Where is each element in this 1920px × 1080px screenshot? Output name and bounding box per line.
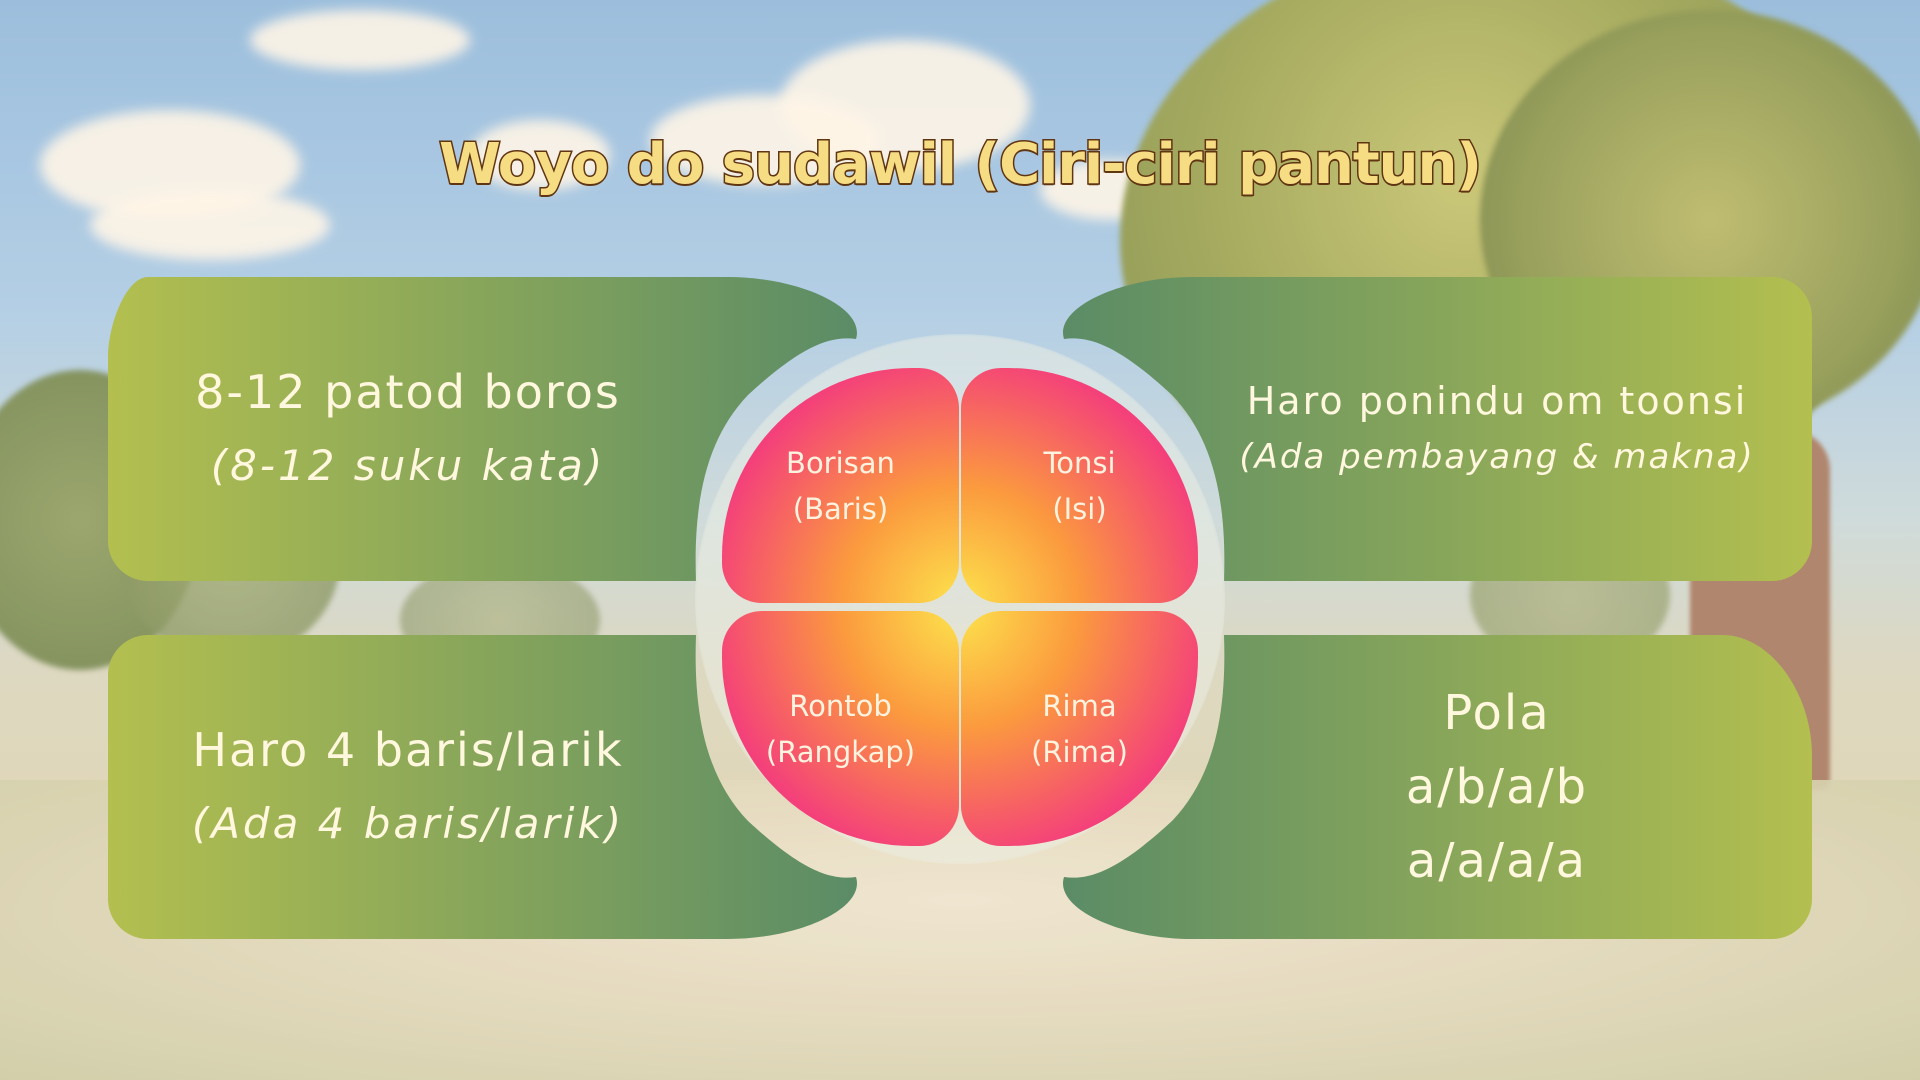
pattern-title: Pola bbox=[1443, 685, 1551, 741]
petal-sublabel: (Rangkap) bbox=[765, 734, 916, 769]
leaf-panel-lines: Haro 4 baris/larik (Ada 4 baris/larik) bbox=[108, 635, 858, 939]
leaf-main-text: Haro ponindu om toonsi bbox=[1246, 379, 1748, 423]
leaf-text: Haro ponindu om toonsi (Ada pembayang & … bbox=[1212, 277, 1782, 581]
petal-label: Rontob bbox=[789, 688, 892, 723]
leaf-shape bbox=[108, 277, 857, 581]
petal-sublabel: (Rima) bbox=[1031, 734, 1128, 769]
leaf-main-text: 8-12 patod boros bbox=[195, 365, 621, 419]
leaf-panel-meaning: Haro ponindu om toonsi (Ada pembayang & … bbox=[1062, 277, 1812, 581]
petal-borisan: Borisan (Baris) bbox=[722, 368, 959, 603]
leaf-shape bbox=[1063, 277, 1812, 581]
pattern-line-1: a/b/a/b bbox=[1405, 759, 1589, 815]
leaf-shape bbox=[108, 635, 857, 939]
leaf-sub-text: (8-12 suku kata) bbox=[210, 441, 606, 490]
pattern-line-2: a/a/a/a bbox=[1406, 833, 1588, 889]
leaf-main-text: Haro 4 baris/larik bbox=[192, 723, 624, 777]
leaf-text: Pola a/b/a/b a/a/a/a bbox=[1212, 635, 1782, 939]
leaf-sub-text: (Ada pembayang & makna) bbox=[1239, 437, 1755, 477]
leaf-panel-syllables: 8-12 patod boros (8-12 suku kata) bbox=[108, 277, 858, 581]
petal-label: Tonsi bbox=[1043, 445, 1116, 480]
leaf-sub-text: (Ada 4 baris/larik) bbox=[191, 799, 625, 848]
page-title: Woyo do sudawil (Ciri-ciri pantun) bbox=[438, 131, 1484, 199]
petal-sublabel: (Baris) bbox=[792, 491, 889, 526]
petal-label: Rima bbox=[1042, 688, 1117, 723]
leaf-text: Haro 4 baris/larik (Ada 4 baris/larik) bbox=[148, 635, 668, 939]
leaf-shape bbox=[1063, 635, 1812, 939]
leaf-panel-pattern: Pola a/b/a/b a/a/a/a bbox=[1062, 635, 1812, 939]
petal-label: Borisan bbox=[786, 445, 895, 480]
petal-sublabel: (Isi) bbox=[1052, 491, 1107, 526]
leaf-text: 8-12 patod boros (8-12 suku kata) bbox=[148, 277, 668, 581]
